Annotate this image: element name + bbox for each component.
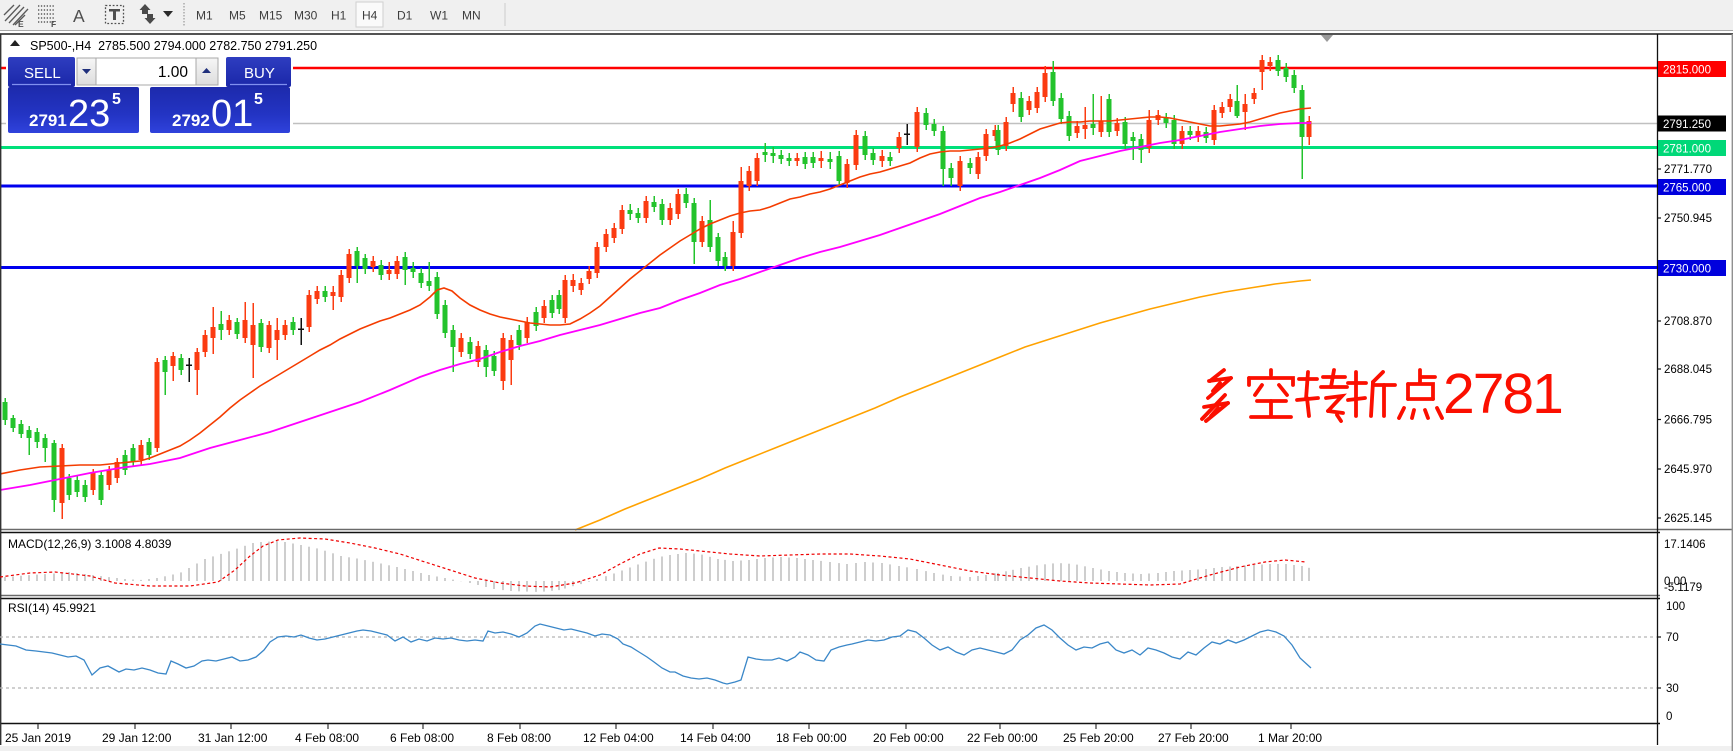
- svg-text:2666.795: 2666.795: [1664, 415, 1712, 427]
- svg-text:RSI(14) 45.9921: RSI(14) 45.9921: [8, 601, 96, 615]
- svg-text:25 Feb 20:00: 25 Feb 20:00: [1063, 731, 1134, 745]
- svg-text:2792: 2792: [172, 111, 210, 130]
- svg-text:1 Mar 20:00: 1 Mar 20:00: [1258, 731, 1322, 745]
- svg-text:2625.145: 2625.145: [1664, 513, 1712, 525]
- svg-text:12 Feb 04:00: 12 Feb 04:00: [583, 731, 654, 745]
- svg-text:M1: M1: [196, 9, 213, 23]
- svg-text:0: 0: [1666, 711, 1672, 723]
- svg-text:2815.000: 2815.000: [1663, 65, 1711, 77]
- svg-text:2708.870: 2708.870: [1664, 316, 1712, 328]
- svg-text:2791: 2791: [29, 111, 67, 130]
- svg-text:M30: M30: [294, 9, 318, 23]
- svg-text:H4: H4: [362, 9, 378, 23]
- svg-text:14 Feb 04:00: 14 Feb 04:00: [680, 731, 751, 745]
- svg-text:8 Feb 08:00: 8 Feb 08:00: [487, 731, 551, 745]
- svg-text:M15: M15: [259, 9, 283, 23]
- svg-text:2781: 2781: [1443, 362, 1562, 426]
- svg-text:17.1406: 17.1406: [1664, 539, 1706, 551]
- svg-text:W1: W1: [430, 9, 448, 23]
- svg-text:5: 5: [254, 91, 263, 108]
- svg-text:1.00: 1.00: [158, 64, 189, 81]
- svg-text:SP500-,H4 2785.500 2794.000 2: SP500-,H4 2785.500 2794.000 2782.750 279…: [30, 39, 317, 53]
- svg-text:F: F: [51, 19, 56, 29]
- svg-text:MACD(12,26,9) 3.1008 4.8039: MACD(12,26,9) 3.1008 4.8039: [8, 537, 172, 551]
- svg-text:H1: H1: [331, 9, 347, 23]
- svg-text:30: 30: [1666, 683, 1679, 695]
- svg-text:M5: M5: [229, 9, 246, 23]
- svg-text:A: A: [73, 6, 85, 26]
- svg-text:2750.945: 2750.945: [1664, 213, 1712, 225]
- svg-text:70: 70: [1666, 632, 1679, 644]
- svg-text:E: E: [18, 19, 24, 29]
- svg-text:20 Feb 00:00: 20 Feb 00:00: [873, 731, 944, 745]
- svg-text:MN: MN: [462, 9, 481, 23]
- svg-text:22 Feb 00:00: 22 Feb 00:00: [967, 731, 1038, 745]
- svg-text:2791.250: 2791.250: [1663, 119, 1711, 131]
- svg-text:2771.770: 2771.770: [1664, 164, 1712, 176]
- svg-text:23: 23: [68, 93, 110, 135]
- svg-text:5: 5: [112, 91, 121, 108]
- svg-text:100: 100: [1666, 601, 1685, 613]
- svg-text:-5.1179: -5.1179: [1664, 582, 1702, 594]
- svg-text:01: 01: [211, 93, 253, 135]
- svg-text:2781.000: 2781.000: [1663, 144, 1711, 156]
- svg-text:0.00: 0.00: [1664, 576, 1686, 588]
- svg-text:29 Jan 12:00: 29 Jan 12:00: [102, 731, 172, 745]
- svg-text:2765.000: 2765.000: [1663, 183, 1711, 195]
- svg-text:BUY: BUY: [244, 65, 275, 82]
- svg-text:18 Feb 00:00: 18 Feb 00:00: [776, 731, 847, 745]
- svg-text:4 Feb 08:00: 4 Feb 08:00: [295, 731, 359, 745]
- svg-text:2730.000: 2730.000: [1663, 264, 1711, 276]
- svg-text:D1: D1: [397, 9, 413, 23]
- svg-text:SELL: SELL: [24, 65, 61, 82]
- svg-text:6 Feb 08:00: 6 Feb 08:00: [390, 731, 454, 745]
- svg-text:25 Jan 2019: 25 Jan 2019: [5, 731, 71, 745]
- svg-text:2688.045: 2688.045: [1664, 364, 1712, 376]
- svg-text:31 Jan 12:00: 31 Jan 12:00: [198, 731, 268, 745]
- svg-text:2645.970: 2645.970: [1664, 464, 1712, 476]
- svg-text:27 Feb 20:00: 27 Feb 20:00: [1158, 731, 1229, 745]
